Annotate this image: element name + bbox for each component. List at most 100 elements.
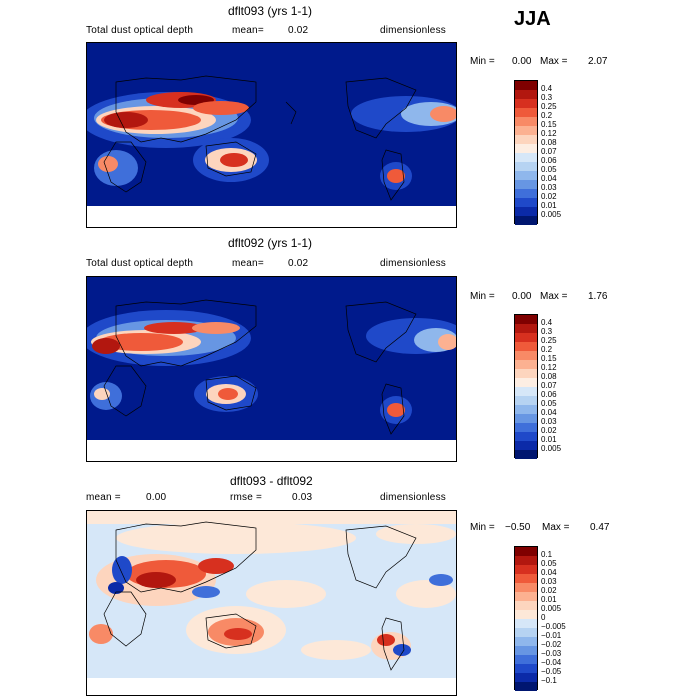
colorbar-tick-label: 0.02 <box>541 192 557 201</box>
panel2-mean-value: 0.02 <box>288 258 309 269</box>
colorbar-tick-label: 0.3 <box>541 327 553 336</box>
panel2-variable-label: Total dust optical depth <box>86 258 194 269</box>
panel3-max-value: 0.47 <box>590 522 610 533</box>
colorbar-swatch <box>515 81 537 90</box>
panel3-map <box>86 510 457 696</box>
panel1-title: dflt093 (yrs 1-1) <box>228 4 313 18</box>
colorbar-tick-label: 0.1 <box>541 550 553 559</box>
colorbar-swatch <box>515 171 537 180</box>
colorbar-tick-label: 0.15 <box>541 120 557 129</box>
panel3-mean-value: 0.00 <box>146 492 167 503</box>
panel2-min-value: 0.00 <box>512 291 532 302</box>
panel3-min-label: Min = <box>470 522 495 533</box>
panel2-map <box>86 276 457 462</box>
colorbar-swatch <box>515 342 537 351</box>
colorbar-swatch <box>515 396 537 405</box>
colorbar-tick-label: −0.02 <box>541 640 562 649</box>
colorbar-swatch <box>515 574 537 583</box>
colorbar-swatch <box>515 369 537 378</box>
colorbar-swatch <box>515 673 537 682</box>
colorbar-tick-label: 0.01 <box>541 595 557 604</box>
colorbar-tick-label: 0.2 <box>541 111 553 120</box>
panel3-colorbar <box>514 546 538 691</box>
colorbar-swatch <box>515 162 537 171</box>
colorbar-swatch <box>515 441 537 450</box>
colorbar-swatch <box>515 610 537 619</box>
colorbar-tick-label: 0.04 <box>541 568 557 577</box>
colorbar-tick-label: 0.12 <box>541 363 557 372</box>
colorbar-swatch <box>515 664 537 673</box>
colorbar-swatch <box>515 135 537 144</box>
panel2-title: dflt092 (yrs 1-1) <box>228 236 313 250</box>
season-label: JJA <box>514 8 551 30</box>
colorbar-swatch <box>515 216 537 225</box>
colorbar-tick-label: 0.04 <box>541 174 557 183</box>
colorbar-tick-label: 0.03 <box>541 577 557 586</box>
panel3-max-label: Max = <box>542 522 570 533</box>
panel1-map <box>86 42 457 228</box>
colorbar-swatch <box>515 387 537 396</box>
colorbar-tick-label: 0.06 <box>541 156 557 165</box>
colorbar-tick-label: 0.02 <box>541 586 557 595</box>
colorbar-swatch <box>515 180 537 189</box>
panel2-max-value: 1.76 <box>588 291 608 302</box>
colorbar-swatch <box>515 556 537 565</box>
colorbar-tick-label: 0.02 <box>541 426 557 435</box>
panel2-min-label: Min = <box>470 291 495 302</box>
panel1-variable-label: Total dust optical depth <box>86 25 194 36</box>
colorbar-swatch <box>515 315 537 324</box>
panel2-max-label: Max = <box>540 291 568 302</box>
colorbar-tick-label: 0.05 <box>541 165 557 174</box>
colorbar-swatch <box>515 601 537 610</box>
panel3-title: dflt093 - dflt092 <box>230 474 313 488</box>
colorbar-tick-label: 0.01 <box>541 435 557 444</box>
colorbar-swatch <box>515 153 537 162</box>
colorbar-tick-label: −0.005 <box>541 622 566 631</box>
colorbar-swatch <box>515 189 537 198</box>
colorbar-tick-label: 0.07 <box>541 147 557 156</box>
colorbar-swatch <box>515 405 537 414</box>
colorbar-swatch <box>515 117 537 126</box>
colorbar-tick-label: 0.03 <box>541 183 557 192</box>
colorbar-tick-label: 0.12 <box>541 129 557 138</box>
panel3-rmse-label: rmse = <box>230 492 263 503</box>
colorbar-tick-label: 0.08 <box>541 372 557 381</box>
panel3-coastlines <box>103 521 417 671</box>
colorbar-tick-label: 0.08 <box>541 138 557 147</box>
panel2-units: dimensionless <box>380 258 446 269</box>
colorbar-swatch <box>515 144 537 153</box>
colorbar-swatch <box>515 90 537 99</box>
panel2-coastlines <box>103 299 417 435</box>
colorbar-swatch <box>515 655 537 664</box>
colorbar-tick-label: −0.05 <box>541 667 562 676</box>
panel1-mean-value: 0.02 <box>288 25 309 36</box>
colorbar-tick-label: 0.005 <box>541 444 562 453</box>
panel3-mean-label: mean = <box>86 492 121 503</box>
colorbar-swatch <box>515 333 537 342</box>
colorbar-swatch <box>515 423 537 432</box>
colorbar-swatch <box>515 360 537 369</box>
colorbar-swatch <box>515 565 537 574</box>
colorbar-tick-label: 0.2 <box>541 345 553 354</box>
panel2-colorbar <box>514 314 538 459</box>
panel1-dust-field <box>86 92 457 190</box>
colorbar-tick-label: 0.01 <box>541 201 557 210</box>
colorbar-tick-label: −0.1 <box>541 676 557 685</box>
colorbar-swatch <box>515 637 537 646</box>
panel1-min-value: 0.00 <box>512 56 532 67</box>
panel1-min-label: Min = <box>470 56 495 67</box>
colorbar-tick-label: 0.15 <box>541 354 557 363</box>
colorbar-tick-label: 0.25 <box>541 336 557 345</box>
panel1-mean-label: mean= <box>232 25 264 36</box>
colorbar-tick-label: −0.01 <box>541 631 562 640</box>
panel1-max-label: Max = <box>540 56 568 67</box>
colorbar-swatch <box>515 378 537 387</box>
colorbar-swatch <box>515 414 537 423</box>
colorbar-swatch <box>515 682 537 691</box>
colorbar-swatch <box>515 646 537 655</box>
colorbar-swatch <box>515 592 537 601</box>
colorbar-swatch <box>515 198 537 207</box>
colorbar-swatch <box>515 126 537 135</box>
panel1-max-value: 2.07 <box>588 56 608 67</box>
colorbar-swatch <box>515 207 537 216</box>
